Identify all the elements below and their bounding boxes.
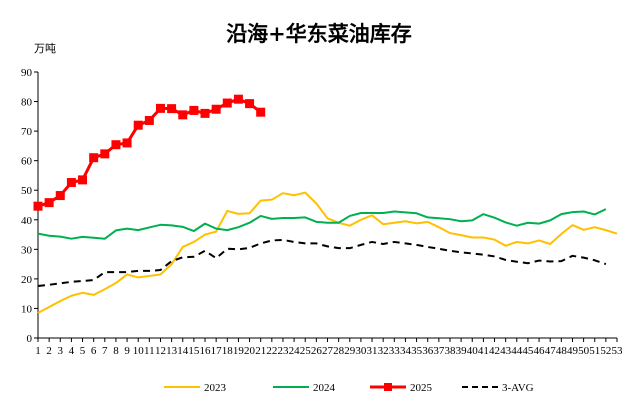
- x-tick-label: 20: [244, 345, 256, 357]
- x-tick-label: 40: [467, 345, 479, 357]
- x-tick-label: 16: [200, 345, 212, 357]
- data-point-2025: [178, 110, 188, 120]
- data-point-2025: [133, 120, 143, 130]
- series-line-2023: [37, 191, 618, 314]
- x-tick-label: 38: [444, 345, 456, 357]
- x-tick-label: 11: [144, 345, 155, 357]
- x-tick-label: 48: [556, 345, 568, 357]
- x-tick-label: 39: [456, 345, 468, 357]
- x-tick-label: 31: [367, 345, 378, 357]
- data-point-2025: [55, 191, 65, 201]
- y-tick-label: 0: [27, 333, 33, 345]
- legend-label: 2025: [410, 382, 433, 394]
- x-tick-label: 9: [124, 345, 130, 357]
- legend-label: 3-AVG: [502, 382, 534, 394]
- x-tick-label: 10: [133, 345, 145, 357]
- y-tick-label: 80: [21, 97, 33, 109]
- data-point-2025: [167, 104, 177, 114]
- x-tick-label: 18: [222, 345, 234, 357]
- series-line-2024: [37, 208, 607, 240]
- x-tick-label: 14: [177, 345, 189, 357]
- data-point-2025: [44, 198, 54, 208]
- y-axis-unit-label: 万吨: [34, 42, 56, 55]
- x-tick-label: 5: [80, 345, 86, 357]
- x-tick-label: 7: [102, 345, 108, 357]
- x-tick-label: 4: [69, 345, 75, 357]
- data-point-2025: [256, 107, 266, 117]
- x-tick-label: 22: [266, 345, 277, 357]
- chart-title: 沿海+华东菜油库存: [226, 21, 412, 46]
- x-tick-label: 46: [534, 345, 546, 357]
- data-point-2025: [189, 105, 199, 115]
- legend-label: 2023: [204, 382, 227, 394]
- x-tick-label: 3: [58, 345, 64, 357]
- data-point-2025: [211, 104, 221, 114]
- x-tick-label: 28: [333, 345, 345, 357]
- y-tick-label: 60: [21, 156, 33, 168]
- x-tick-label: 21: [255, 345, 266, 357]
- x-tick-label: 27: [322, 345, 334, 357]
- x-tick-label: 29: [344, 345, 356, 357]
- x-tick-label: 13: [166, 345, 178, 357]
- y-tick-label: 10: [21, 303, 33, 315]
- x-tick-label: 17: [211, 345, 223, 357]
- y-tick-label: 40: [21, 215, 33, 227]
- x-tick-label: 36: [422, 345, 434, 357]
- x-tick-label: 49: [567, 345, 579, 357]
- legend-label: 2024: [313, 382, 336, 394]
- x-tick-label: 24: [289, 345, 301, 357]
- x-tick-label: 8: [113, 345, 119, 357]
- data-point-2025: [222, 98, 232, 108]
- data-point-2025: [66, 178, 76, 188]
- x-tick-label: 47: [545, 345, 557, 357]
- data-point-2025: [245, 99, 255, 109]
- x-tick-label: 25: [300, 345, 312, 357]
- data-point-2025: [155, 103, 165, 113]
- x-tick-label: 42: [489, 345, 500, 357]
- data-point-2025: [78, 175, 88, 185]
- legend-marker-2025: [384, 383, 392, 391]
- data-point-2025: [144, 115, 154, 125]
- x-tick-label: 52: [600, 345, 611, 357]
- y-tick-label: 70: [21, 126, 33, 138]
- data-point-2025: [111, 140, 121, 150]
- x-tick-label: 37: [433, 345, 445, 357]
- x-tick-label: 23: [277, 345, 289, 357]
- x-tick-label: 19: [233, 345, 245, 357]
- x-tick-label: 33: [389, 345, 401, 357]
- x-tick-label: 26: [311, 345, 323, 357]
- data-point-2025: [89, 153, 99, 163]
- x-tick-label: 30: [355, 345, 367, 357]
- series-line-3-AVG: [37, 238, 607, 287]
- data-point-2025: [122, 138, 132, 148]
- x-tick-label: 51: [589, 345, 600, 357]
- x-tick-label: 44: [511, 345, 523, 357]
- y-tick-label: 90: [21, 67, 33, 79]
- data-point-2025: [200, 108, 210, 118]
- x-tick-label: 53: [612, 345, 624, 357]
- series-line-2025: [37, 97, 262, 208]
- data-point-2025: [33, 201, 43, 211]
- x-tick-label: 2: [46, 345, 52, 357]
- x-tick-label: 50: [578, 345, 590, 357]
- x-tick-label: 1: [35, 345, 41, 357]
- data-point-2025: [100, 149, 110, 159]
- x-tick-label: 32: [378, 345, 389, 357]
- x-tick-label: 43: [500, 345, 512, 357]
- x-tick-label: 12: [155, 345, 166, 357]
- x-tick-label: 34: [400, 345, 412, 357]
- y-tick-label: 30: [21, 244, 33, 256]
- x-tick-label: 41: [478, 345, 489, 357]
- x-tick-label: 35: [411, 345, 423, 357]
- x-tick-label: 6: [91, 345, 97, 357]
- y-tick-label: 20: [21, 274, 33, 286]
- x-tick-label: 15: [188, 345, 200, 357]
- x-tick-label: 45: [522, 345, 534, 357]
- data-point-2025: [233, 94, 243, 104]
- y-tick-label: 50: [21, 185, 33, 197]
